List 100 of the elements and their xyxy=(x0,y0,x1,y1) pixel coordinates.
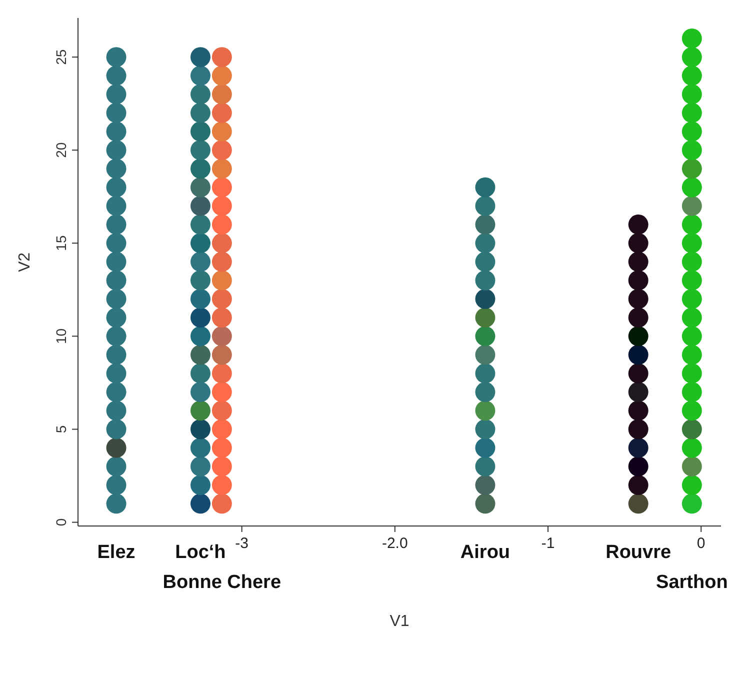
text: Airou xyxy=(460,542,510,563)
point xyxy=(682,66,702,86)
point xyxy=(475,382,496,402)
point xyxy=(475,308,496,328)
point xyxy=(106,382,126,402)
point xyxy=(682,122,702,142)
point xyxy=(106,475,126,496)
point xyxy=(106,363,126,384)
point xyxy=(682,456,702,476)
y-tick-label: 5 xyxy=(53,425,69,434)
point xyxy=(628,494,648,514)
point xyxy=(106,288,126,309)
y-tick-label: 25 xyxy=(53,49,69,65)
point xyxy=(682,102,702,123)
point xyxy=(106,252,126,272)
point xyxy=(682,28,702,48)
point xyxy=(106,419,126,440)
point xyxy=(190,400,210,421)
point xyxy=(212,456,232,476)
y-axis-title: V2 xyxy=(16,252,34,272)
point xyxy=(106,66,126,86)
point xyxy=(190,419,210,440)
point xyxy=(190,270,210,290)
point xyxy=(682,140,702,160)
y-tick-label: 10 xyxy=(53,328,69,344)
point xyxy=(475,475,496,496)
point xyxy=(106,102,126,123)
point xyxy=(628,419,648,440)
point xyxy=(682,475,702,496)
point xyxy=(212,84,232,104)
point xyxy=(106,326,126,346)
x-tick-label: -2.0 xyxy=(382,535,408,552)
x-axis-title: V1 xyxy=(390,613,410,630)
point xyxy=(212,494,232,514)
point xyxy=(212,475,232,496)
y-tick-label: 0 xyxy=(53,518,69,526)
point xyxy=(190,438,210,458)
point xyxy=(628,382,648,402)
text: Elez xyxy=(97,542,136,563)
point xyxy=(682,47,702,68)
point xyxy=(682,382,702,402)
point xyxy=(190,326,210,346)
point xyxy=(190,196,210,216)
point xyxy=(475,344,496,365)
point xyxy=(628,363,648,384)
point xyxy=(190,344,210,365)
point xyxy=(212,400,232,421)
y-tick-label: 15 xyxy=(53,235,69,251)
point xyxy=(628,288,648,309)
point xyxy=(106,308,126,328)
point xyxy=(475,456,496,476)
point xyxy=(682,196,702,216)
point xyxy=(682,177,702,198)
point xyxy=(106,344,126,365)
point xyxy=(682,400,702,421)
point xyxy=(190,382,210,402)
point xyxy=(628,308,648,328)
point xyxy=(106,494,126,514)
point xyxy=(475,326,496,346)
point xyxy=(628,475,648,496)
point xyxy=(682,494,702,514)
point xyxy=(682,363,702,384)
point xyxy=(475,270,496,290)
point xyxy=(628,270,648,290)
point xyxy=(190,494,210,514)
point xyxy=(212,382,232,402)
point xyxy=(106,84,126,104)
point xyxy=(190,308,210,328)
point xyxy=(212,233,232,254)
point xyxy=(628,438,648,458)
point xyxy=(475,363,496,384)
text: Bonne Chere xyxy=(162,572,282,593)
point xyxy=(475,177,496,198)
point xyxy=(682,84,702,104)
point xyxy=(212,419,232,440)
text: Sarthon xyxy=(656,572,728,593)
point xyxy=(106,233,126,254)
point xyxy=(475,494,496,514)
point xyxy=(212,177,232,198)
point xyxy=(682,288,702,309)
point xyxy=(475,438,496,458)
point xyxy=(106,196,126,216)
point xyxy=(190,363,210,384)
point xyxy=(190,214,210,235)
point xyxy=(682,438,702,458)
point xyxy=(628,400,648,421)
point xyxy=(212,438,232,458)
point xyxy=(190,122,210,142)
x-tick-label: 0 xyxy=(696,535,706,552)
point xyxy=(475,288,496,309)
point xyxy=(106,456,126,476)
point xyxy=(190,84,210,104)
point xyxy=(106,140,126,160)
point xyxy=(475,419,496,440)
point xyxy=(212,288,232,309)
point xyxy=(212,102,232,123)
point xyxy=(106,158,126,179)
point xyxy=(190,456,210,476)
point xyxy=(682,252,702,272)
point xyxy=(682,233,702,254)
